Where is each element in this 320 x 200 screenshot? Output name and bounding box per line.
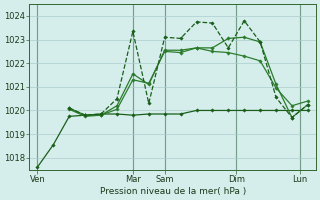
X-axis label: Pression niveau de la mer( hPa ): Pression niveau de la mer( hPa ) [100,187,246,196]
